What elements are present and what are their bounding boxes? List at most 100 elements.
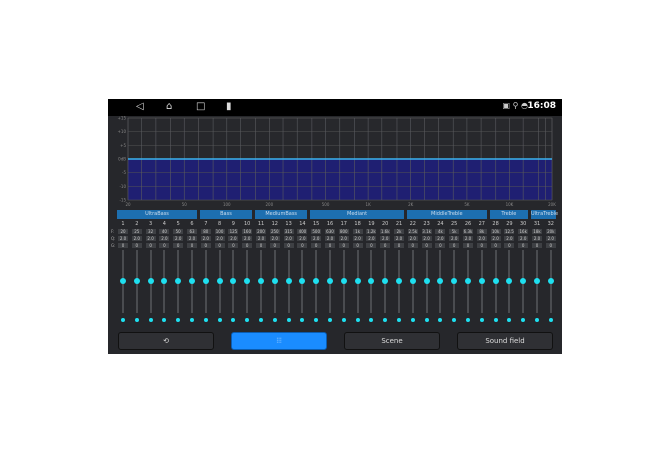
freq-cell[interactable]: 40 [159,229,170,234]
equalizer-button[interactable]: ⫶⫶⫶ [231,332,327,350]
freq-cell[interactable]: 100 [214,229,225,234]
q-cell[interactable]: 2.0 [504,236,515,241]
reset-button[interactable]: ⟲ [118,332,214,350]
gain-cell[interactable]: 0 [449,243,460,248]
q-cell[interactable]: 2.0 [352,236,363,241]
freq-cell[interactable]: 315 [283,229,294,234]
slider-knob[interactable] [313,278,320,284]
q-cell[interactable]: 2.0 [131,236,142,241]
gain-cell[interactable]: 0 [463,243,473,248]
freq-cell[interactable]: 20k [545,229,556,234]
slider-knob[interactable] [534,278,540,284]
q-cell[interactable]: 2.0 [228,236,239,241]
slider-knob[interactable] [478,278,485,284]
slider-knob[interactable] [492,278,499,284]
freq-cell[interactable]: 500 [311,229,322,234]
freq-cell[interactable]: 1k [352,229,363,234]
gain-cell[interactable]: 0 [297,243,308,248]
slider-knob[interactable] [340,278,347,284]
freq-cell[interactable]: 20 [118,229,128,234]
gain-cell[interactable]: 0 [325,243,335,248]
q-cell[interactable]: 2.0 [311,236,322,241]
q-cell[interactable]: 2.0 [394,236,404,241]
home-icon[interactable]: ⌂ [166,101,173,112]
freq-cell[interactable]: 1.6k [380,229,391,234]
gain-cell[interactable]: 0 [435,243,446,248]
freq-cell[interactable]: 2.5k [407,229,418,234]
q-cell[interactable]: 2.0 [242,236,253,241]
gain-cell[interactable]: 0 [269,243,280,248]
recents-icon[interactable]: □ [196,101,206,112]
back-icon[interactable]: ◁ [136,101,144,112]
q-cell[interactable]: 2.0 [545,236,556,241]
freq-cell[interactable]: 50 [173,229,184,234]
gain-cell[interactable]: 0 [352,243,363,248]
q-cell[interactable]: 2.0 [297,236,308,241]
q-cell[interactable]: 2.0 [338,236,349,241]
freq-cell[interactable]: 200 [256,229,266,234]
q-cell[interactable]: 2.0 [325,236,335,241]
freq-cell[interactable]: 630 [325,229,335,234]
gain-cell[interactable]: 0 [394,243,404,248]
slider-knob[interactable] [244,278,251,284]
slider-knob[interactable] [396,278,402,284]
freq-cell[interactable]: 2k [394,229,404,234]
gain-cell[interactable]: 0 [407,243,418,248]
slider-knob[interactable] [147,278,154,284]
freq-cell[interactable]: 400 [297,229,308,234]
q-cell[interactable]: 2.0 [187,236,197,241]
gain-cell[interactable]: 0 [159,243,170,248]
freq-cell[interactable]: 160 [242,229,253,234]
freq-cell[interactable]: 800 [338,229,349,234]
slider-knob[interactable] [202,278,209,284]
gain-cell[interactable]: 0 [118,243,128,248]
slider-knob[interactable] [423,278,430,284]
slider-knob[interactable] [382,278,389,284]
freq-cell[interactable]: 1.2k [366,229,377,234]
gain-cell[interactable]: 0 [421,243,432,248]
freq-cell[interactable]: 10k [490,229,501,234]
q-cell[interactable]: 2.0 [173,236,184,241]
slider-knob[interactable] [175,278,182,284]
gain-cell[interactable]: 0 [242,243,253,248]
q-cell[interactable]: 2.0 [463,236,473,241]
q-cell[interactable]: 2.0 [532,236,542,241]
slider-knob[interactable] [465,278,471,284]
slider-knob[interactable] [506,278,513,284]
q-cell[interactable]: 2.0 [283,236,294,241]
q-cell[interactable]: 2.0 [200,236,211,241]
gain-cell[interactable]: 0 [490,243,501,248]
slider-knob[interactable] [409,278,416,284]
scene-button[interactable]: Scene [344,332,440,350]
q-cell[interactable]: 2.0 [518,236,529,241]
gain-cell[interactable]: 0 [311,243,322,248]
gain-cell[interactable]: 0 [380,243,391,248]
freq-cell[interactable]: 8k [476,229,487,234]
freq-cell[interactable]: 80 [200,229,211,234]
gain-cell[interactable]: 0 [214,243,225,248]
slider-knob[interactable] [327,278,333,284]
gain-cell[interactable]: 0 [256,243,266,248]
q-cell[interactable]: 2.0 [407,236,418,241]
freq-cell[interactable]: 12.5 [504,229,515,234]
slider-knob[interactable] [299,278,306,284]
slider-knob[interactable] [271,278,278,284]
slider-knob[interactable] [451,278,458,284]
gain-cell[interactable]: 0 [131,243,142,248]
gain-cell[interactable]: 0 [145,243,156,248]
q-cell[interactable]: 2.0 [449,236,460,241]
slider-knob[interactable] [258,278,264,284]
q-cell[interactable]: 2.0 [380,236,391,241]
gain-cell[interactable]: 0 [532,243,542,248]
freq-cell[interactable]: 18k [532,229,542,234]
freq-cell[interactable]: 250 [269,229,280,234]
gain-cell[interactable]: 0 [228,243,239,248]
freq-cell[interactable]: 125 [228,229,239,234]
gain-cell[interactable]: 0 [283,243,294,248]
q-cell[interactable]: 2.0 [256,236,266,241]
slider-knob[interactable] [547,278,554,284]
freq-cell[interactable]: 32 [145,229,156,234]
slider-knob[interactable] [520,278,527,284]
slider-knob[interactable] [133,278,140,284]
slider-knob[interactable] [437,278,444,284]
